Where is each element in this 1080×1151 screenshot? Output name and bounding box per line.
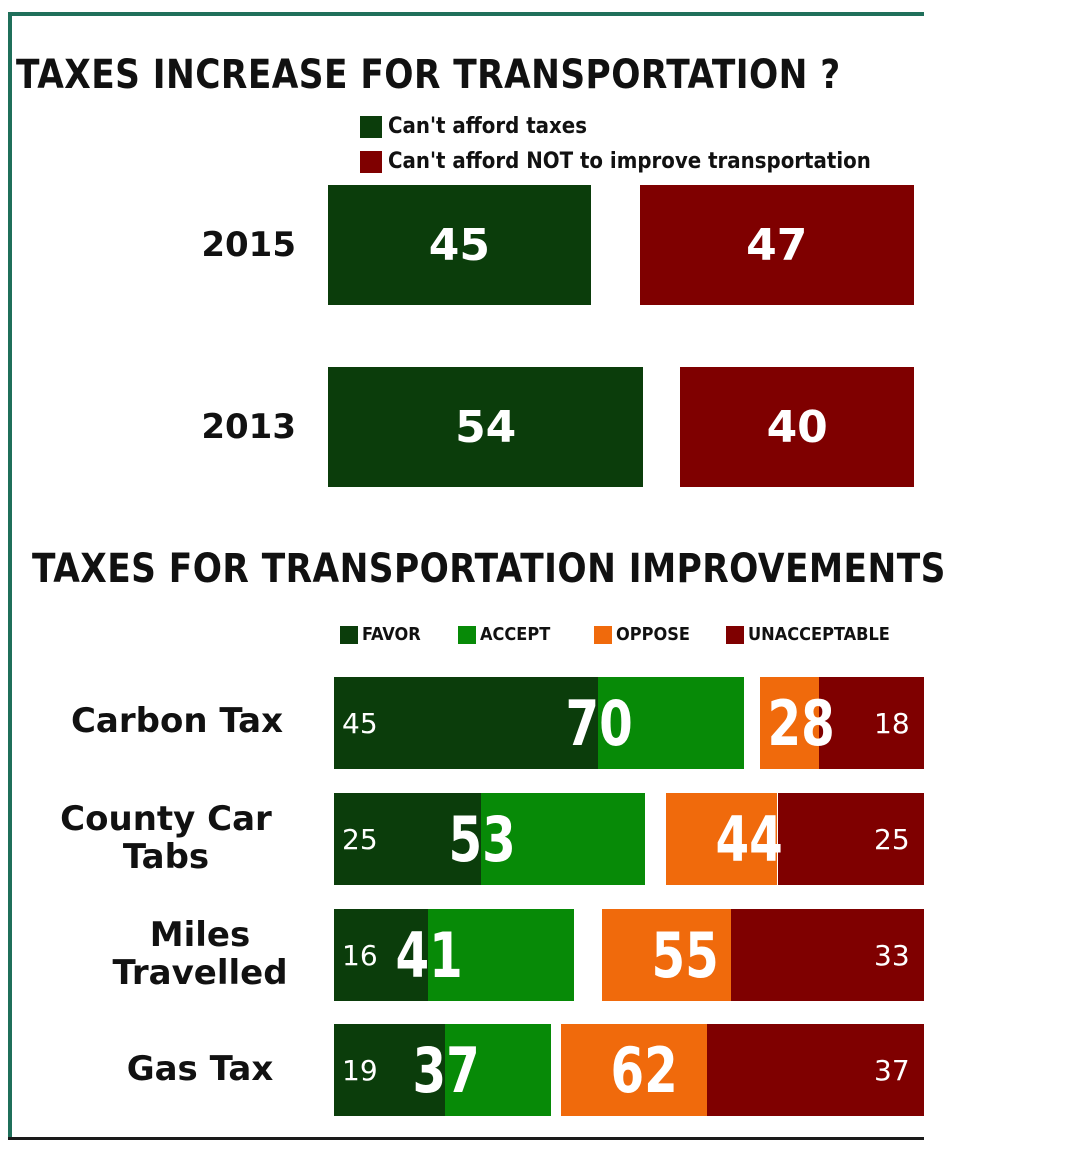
chart2-total-left-label-0: 70 xyxy=(565,686,633,760)
chart2-bar-0-accept xyxy=(597,677,745,769)
chart2-total-right-label-1: 44 xyxy=(715,802,783,876)
chart2-unacceptable-label-1: 25 xyxy=(874,822,910,856)
chart2-title: TAXES FOR TRANSPORTATION IMPROVEMENTS xyxy=(32,546,946,592)
chart2-legend-item-1: ACCEPT xyxy=(458,624,550,645)
chart2-legend-swatch-1 xyxy=(458,625,476,644)
chart2-legend-label-3: UNACCEPTABLE xyxy=(748,624,890,645)
chart2-legend-label-0: FAVOR xyxy=(362,624,421,645)
chart2-unacceptable-label-0: 18 xyxy=(874,706,910,740)
chart1-data-label-1-0: 54 xyxy=(455,401,517,453)
chart1-data-label-0-0: 45 xyxy=(428,219,491,271)
chart2-favor-label-1: 25 xyxy=(342,822,378,856)
chart2-bar-1-unacceptable xyxy=(777,793,924,885)
chart2-unacceptable-label-3: 37 xyxy=(874,1053,910,1087)
chart2-bar-0-favor xyxy=(334,677,598,769)
chart2-total-left-label-3: 37 xyxy=(412,1033,481,1107)
chart1-legend-item-1: Can't afford NOT to improve transportati… xyxy=(360,149,871,174)
frame-left-border xyxy=(8,12,12,1140)
chart2-total-left-label-2: 41 xyxy=(395,918,463,992)
chart2-category-label-3: Gas Tax xyxy=(126,1049,274,1089)
chart2-legend-item-2: OPPOSE xyxy=(594,624,690,645)
frame-bottom-border xyxy=(8,1137,924,1140)
chart2-category-label-0: Carbon Tax xyxy=(70,701,284,741)
frame-top-border xyxy=(10,12,924,16)
chart2-legend-swatch-0 xyxy=(340,625,358,644)
chart2-legend-label-2: OPPOSE xyxy=(616,624,690,645)
chart2-bar-1-favor xyxy=(334,793,481,885)
chart1-bar-1-0 xyxy=(328,367,644,487)
chart2-favor-label-3: 19 xyxy=(342,1053,378,1087)
chart2-bar-2-oppose xyxy=(601,909,731,1001)
chart1-title: TAXES INCREASE FOR TRANSPORTATION ? xyxy=(16,52,841,98)
chart1-legend-item-0: Can't afford taxes xyxy=(360,114,587,139)
chart2-legend-item-3: UNACCEPTABLE xyxy=(726,624,890,645)
chart2-favor-label-2: 16 xyxy=(342,938,378,972)
chart2-unacceptable-label-2: 33 xyxy=(874,938,910,972)
chart2-bar-0-unacceptable xyxy=(818,677,924,769)
chart2-bar-2-accept xyxy=(427,909,575,1001)
chart1-bar-0-0 xyxy=(328,185,591,305)
chart2-total-right-label-3: 62 xyxy=(610,1033,678,1107)
chart1-legend-swatch-1 xyxy=(360,150,382,173)
chart2-bar-3-unacceptable xyxy=(707,1024,924,1116)
chart2-bar-1-accept xyxy=(480,793,645,885)
chart2-total-left-label-1: 53 xyxy=(447,802,516,876)
chart2-legend-label-1: ACCEPT xyxy=(480,624,551,645)
chart2-total-right-label-2: 55 xyxy=(651,918,719,992)
chart2-legend-swatch-2 xyxy=(594,625,612,644)
chart1-bar-0-1 xyxy=(639,185,914,305)
chart2-bar-3-oppose xyxy=(560,1024,708,1116)
chart2-bar-2-favor xyxy=(334,909,428,1001)
chart1-legend-swatch-0 xyxy=(360,115,382,138)
chart2-bar-3-accept xyxy=(445,1024,551,1116)
chart2-favor-label-0: 45 xyxy=(342,706,378,740)
chart1-data-label-1-1: 40 xyxy=(766,401,828,453)
chart2-bar-3-favor xyxy=(334,1024,446,1116)
chart2-category-label-2: Miles Travelled xyxy=(112,915,288,993)
chart2-bar-2-unacceptable xyxy=(730,909,924,1001)
chart2-legend-item-0: FAVOR xyxy=(340,624,421,645)
chart2-bar-0-oppose xyxy=(759,677,819,769)
chart2-legend-swatch-3 xyxy=(726,625,744,644)
chart2-category-label-1: County Car Tabs xyxy=(60,799,272,877)
chart2-bar-1-oppose xyxy=(666,793,778,885)
chart1-category-label-1: 2013 xyxy=(201,407,296,447)
chart2-total-right-label-0: 28 xyxy=(767,686,835,760)
chart1-category-label-0: 2015 xyxy=(201,225,296,265)
chart1-legend-label-0: Can't afford taxes xyxy=(388,114,587,139)
chart1-data-label-0-1: 47 xyxy=(746,219,808,271)
chart1-bar-1-1 xyxy=(680,367,914,487)
chart1-legend-label-1: Can't afford NOT to improve transportati… xyxy=(388,149,871,174)
